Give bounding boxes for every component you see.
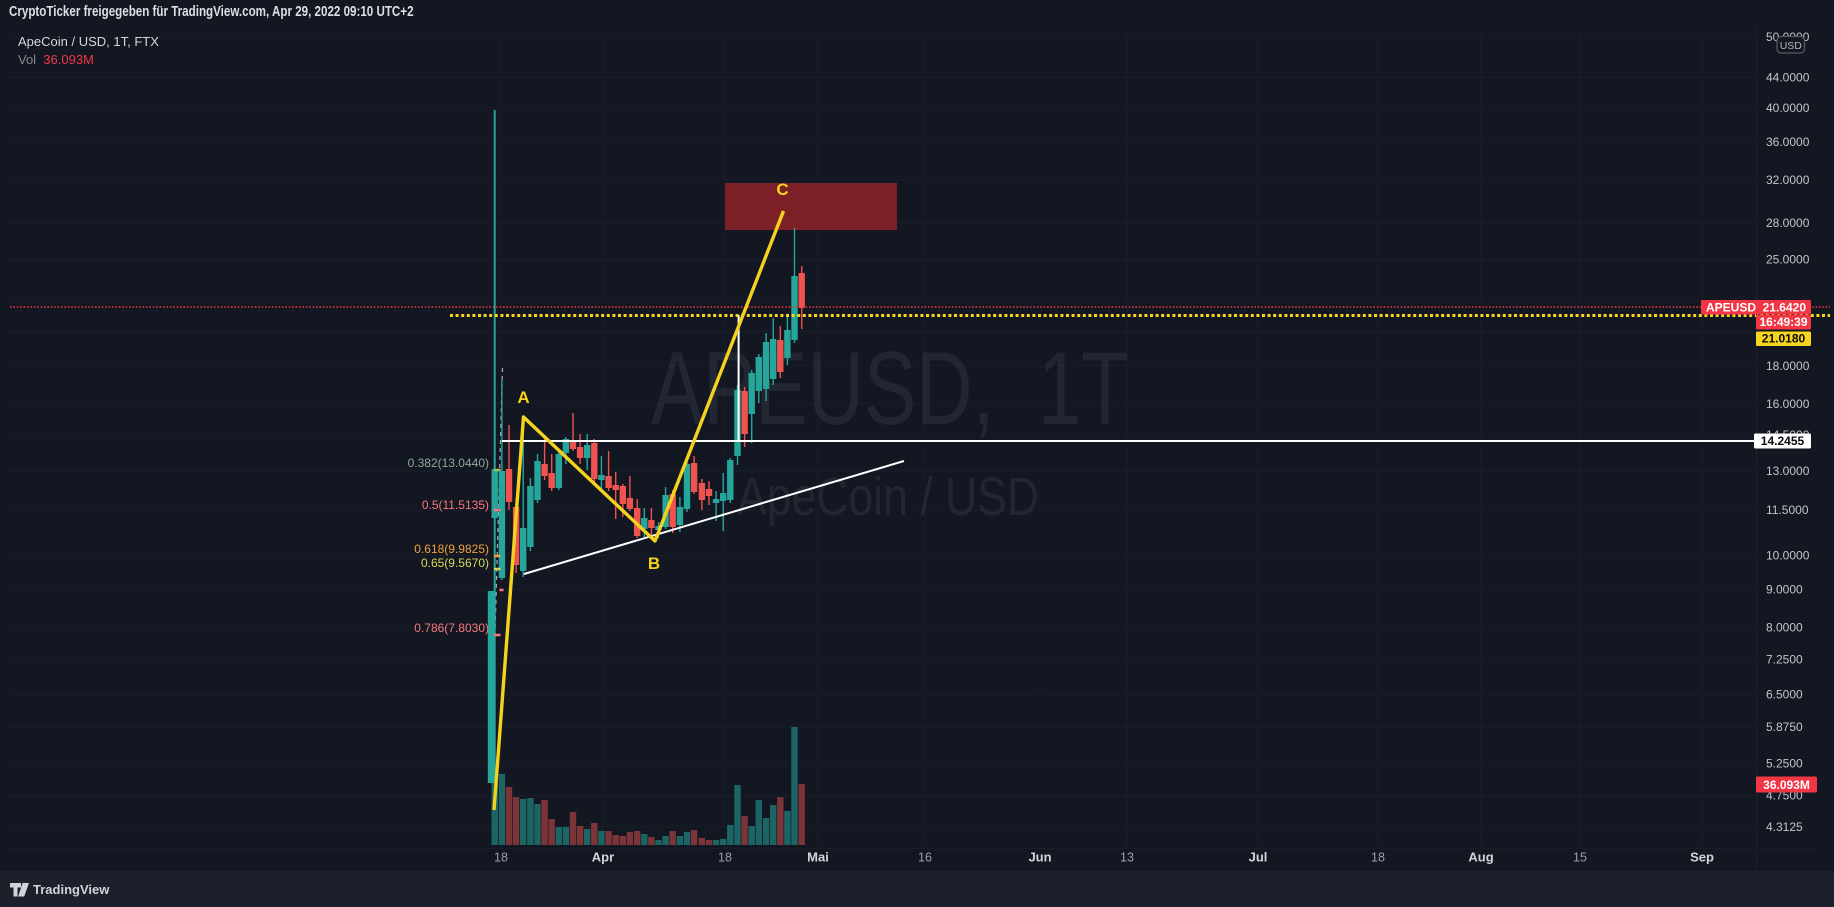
svg-text:32.0000: 32.0000 — [1766, 173, 1810, 187]
svg-text:7.2500: 7.2500 — [1766, 652, 1803, 666]
svg-text:28.0000: 28.0000 — [1766, 216, 1810, 230]
svg-text:21.0180: 21.0180 — [1762, 332, 1806, 346]
svg-text:Mai: Mai — [807, 850, 829, 865]
svg-text:10.0000: 10.0000 — [1766, 549, 1810, 563]
svg-text:16: 16 — [918, 851, 932, 865]
svg-text:15: 15 — [1573, 851, 1587, 865]
svg-text:C: C — [776, 180, 788, 199]
svg-text:0.618(9.9825): 0.618(9.9825) — [414, 542, 489, 556]
svg-text:5.8750: 5.8750 — [1766, 720, 1803, 734]
svg-text:0.5(11.5135): 0.5(11.5135) — [422, 498, 489, 512]
svg-text:36.093M: 36.093M — [1763, 778, 1810, 792]
svg-text:14.2455: 14.2455 — [1761, 434, 1805, 448]
svg-text:APEUSD, 1T: APEUSD, 1T — [651, 331, 1129, 447]
svg-text:Apr: Apr — [592, 850, 614, 865]
svg-text:0.65(9.5670): 0.65(9.5670) — [421, 556, 489, 570]
svg-text:4.3125: 4.3125 — [1766, 820, 1803, 834]
svg-text:5.2500: 5.2500 — [1766, 756, 1803, 770]
svg-text:18.0000: 18.0000 — [1766, 359, 1810, 373]
svg-text:APEUSD: APEUSD — [1706, 301, 1756, 315]
svg-text:ApeCoin / USD: ApeCoin / USD — [737, 467, 1039, 527]
svg-text:18: 18 — [494, 851, 508, 865]
svg-text:6.5000: 6.5000 — [1766, 688, 1803, 702]
svg-text:21.6420: 21.6420 — [1763, 301, 1807, 315]
svg-text:18: 18 — [1371, 851, 1385, 865]
svg-text:11.5000: 11.5000 — [1766, 503, 1809, 517]
svg-text:40.0000: 40.0000 — [1766, 101, 1810, 115]
svg-text:0.786(7.8030): 0.786(7.8030) — [414, 621, 489, 635]
svg-text:36.0000: 36.0000 — [1766, 135, 1810, 149]
svg-text:Sep: Sep — [1690, 850, 1714, 865]
svg-text:9.0000: 9.0000 — [1766, 583, 1803, 597]
svg-text:0.382(13.0440): 0.382(13.0440) — [408, 456, 489, 470]
svg-text:13.0000: 13.0000 — [1766, 464, 1810, 478]
svg-text:8.0000: 8.0000 — [1766, 621, 1803, 635]
svg-text:44.0000: 44.0000 — [1766, 71, 1810, 85]
svg-text:16:49:39: 16:49:39 — [1759, 315, 1807, 329]
svg-text:USD: USD — [1780, 40, 1803, 52]
svg-text:Aug: Aug — [1468, 850, 1493, 865]
svg-text:25.0000: 25.0000 — [1766, 253, 1810, 267]
svg-text:B: B — [648, 554, 660, 573]
svg-text:A: A — [517, 388, 529, 407]
svg-text:13: 13 — [1120, 851, 1134, 865]
svg-text:Jul: Jul — [1249, 850, 1268, 865]
svg-text:Jun: Jun — [1028, 850, 1051, 865]
svg-text:16.0000: 16.0000 — [1766, 397, 1810, 411]
svg-text:18: 18 — [718, 851, 732, 865]
